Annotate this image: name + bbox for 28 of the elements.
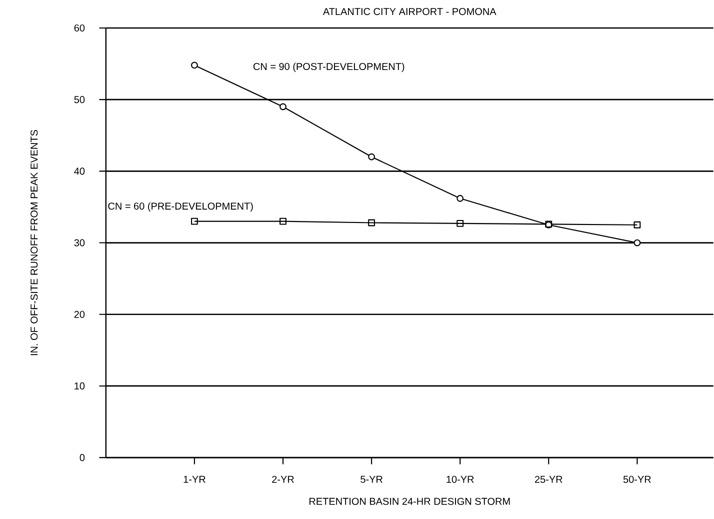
x-tick-label: 10-YR [446,476,474,484]
y-tick-label: 50 [74,96,85,104]
point [456,220,464,228]
point [280,104,286,110]
point [368,219,376,226]
x-tick-label: 25-YR [534,476,562,484]
point [280,218,286,225]
annotation: CN = 60 (PRE-DEVELOPMENT) [108,202,253,212]
x-tick-label: 5-YR [360,476,382,484]
point [190,218,198,225]
point [634,222,641,229]
x-tick-label: 2-YR [272,476,294,484]
y-tick-label: 0 [80,454,85,462]
chart-title: ATLANTIC CITY AIRPORT - POMONA [322,8,496,16]
y-axis-title: IN. OF OFF-SITE RUNOFF FROM PEAK EVENTS [30,130,38,356]
point [190,62,198,69]
x-tick-label: 1-YR [184,476,206,483]
y-tick-label: 20 [74,311,85,318]
x-axis-title: RETENTION BASIN 24-HR DESIGN STORM [310,498,510,506]
annotation: CN = 90 (POST-DEVELOPMENT) [253,62,404,72]
point [368,154,376,161]
y-tick-label: 10 [74,382,85,390]
point [456,195,464,202]
x-tick-label: 50-YR [623,476,651,484]
point [634,240,641,246]
y-tick-label: 60 [74,24,85,32]
y-tick-label: 30 [74,239,85,247]
y-tick-label: 40 [74,168,85,175]
